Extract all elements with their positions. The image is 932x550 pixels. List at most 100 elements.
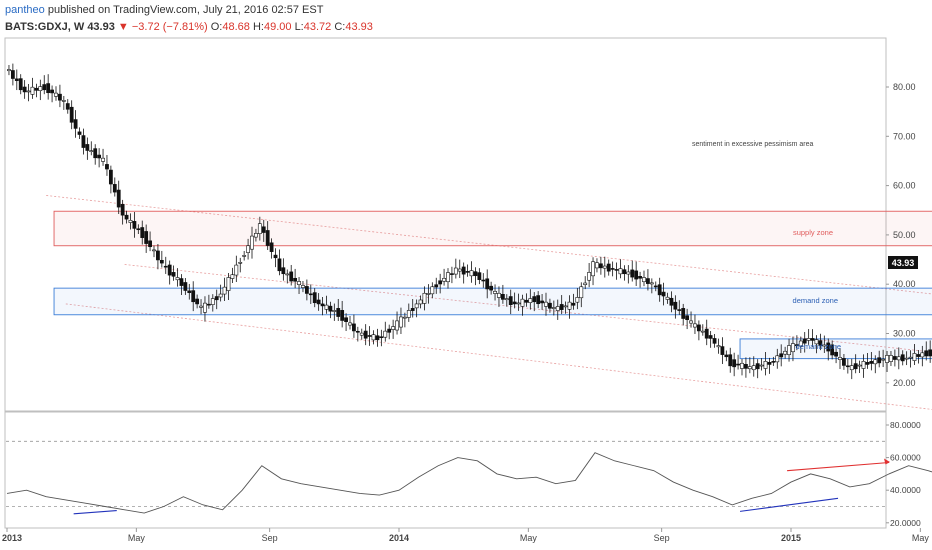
candle-body [744,364,748,369]
candle-body [359,332,364,336]
rsi-trendline-2 [739,497,839,512]
candle-body [395,320,399,331]
candle-body [42,84,47,91]
symbol-name[interactable]: BATS:GDXJ, W [5,21,85,33]
candle-body [606,263,611,272]
candle-body [336,308,341,317]
candle-body [175,277,180,281]
candle-body [889,355,893,362]
candle-body [532,296,537,303]
candle-body [159,259,164,264]
time-tick-label: 2013 [2,533,22,543]
candle-body [461,266,466,275]
candle-body [716,345,721,348]
candle-body [250,235,254,250]
candle-body [136,228,141,231]
candle-body [230,274,235,279]
candle-body [289,271,294,282]
candle-body [740,362,744,369]
candle-body [516,302,521,305]
candle-body [673,301,678,310]
candle-body [453,267,458,275]
candle-body [434,284,439,288]
rsi-arrow-head [884,458,890,465]
candle-body [30,86,35,95]
candle-body [371,334,376,341]
candle-body [22,86,27,93]
candle-body [536,295,541,305]
candle-body [732,359,737,368]
candle-body [638,276,642,279]
candle-body [892,356,897,360]
high-value: 49.00 [263,21,292,33]
time-tick-label: May [128,533,146,543]
candle-body [387,328,392,333]
candle-body [383,330,388,338]
candle-body [724,354,729,358]
candle-body [7,69,11,72]
last-value: 43.93 [87,21,115,33]
candle-body [352,323,356,332]
candle-body [834,351,838,357]
candle-body [916,354,921,357]
candle-body [767,362,772,365]
author-link[interactable]: pantheo [5,4,45,16]
candle-body [261,226,266,233]
candle-body [10,70,15,79]
candle-body [214,296,219,301]
candle-body [649,282,654,285]
demand-zone-label-upper: demand zone [793,296,838,305]
candle-body [720,346,725,355]
candle-body [661,291,666,297]
candle-body [512,301,517,305]
candle-body [203,302,207,313]
candle-body [669,297,674,306]
candle-body [493,290,497,294]
candle-body [140,227,145,238]
candle-body [61,100,66,102]
price-tick-label: 30.00 [893,329,916,339]
candle-body [148,240,152,248]
candle-body [928,349,932,357]
candle-body [171,272,176,277]
candle-body [414,303,419,309]
symbol-legend: BATS:GDXJ, W 43.93 ▼ −3.72 (−7.81%) O:48… [5,21,373,33]
candle-body [167,264,172,276]
candle-body [273,254,278,259]
candle-body [779,353,784,358]
candle-body [908,356,913,359]
candle-body [54,92,58,97]
candle-body [881,358,886,361]
candle-body [696,324,701,332]
candle-body [877,357,882,364]
candle-body [355,330,360,333]
candle-body [520,298,525,307]
candle-body [324,304,329,310]
candle-body [101,157,105,162]
candle-body [791,343,795,353]
candle-body [105,164,109,170]
candle-body [700,330,705,333]
candle-body [920,352,925,358]
candle-body [830,344,835,356]
candle-body [763,361,768,369]
candle-body [363,330,368,339]
candle-body [685,315,690,320]
candle-body [798,340,803,347]
candle-body [814,339,819,345]
candle-body [630,269,635,278]
candle-body [924,350,929,357]
candle-body [410,308,415,311]
time-tick-label: 2015 [781,533,801,543]
candle-body [567,301,572,310]
candle-body [481,279,486,282]
candle-body [559,304,564,310]
candle-body [787,345,791,355]
candle-body [285,273,290,276]
candle-body [81,135,86,148]
channel-middle-line [124,264,932,353]
candle-body [853,363,858,370]
candle-body [489,285,494,291]
candle-body [497,292,501,298]
